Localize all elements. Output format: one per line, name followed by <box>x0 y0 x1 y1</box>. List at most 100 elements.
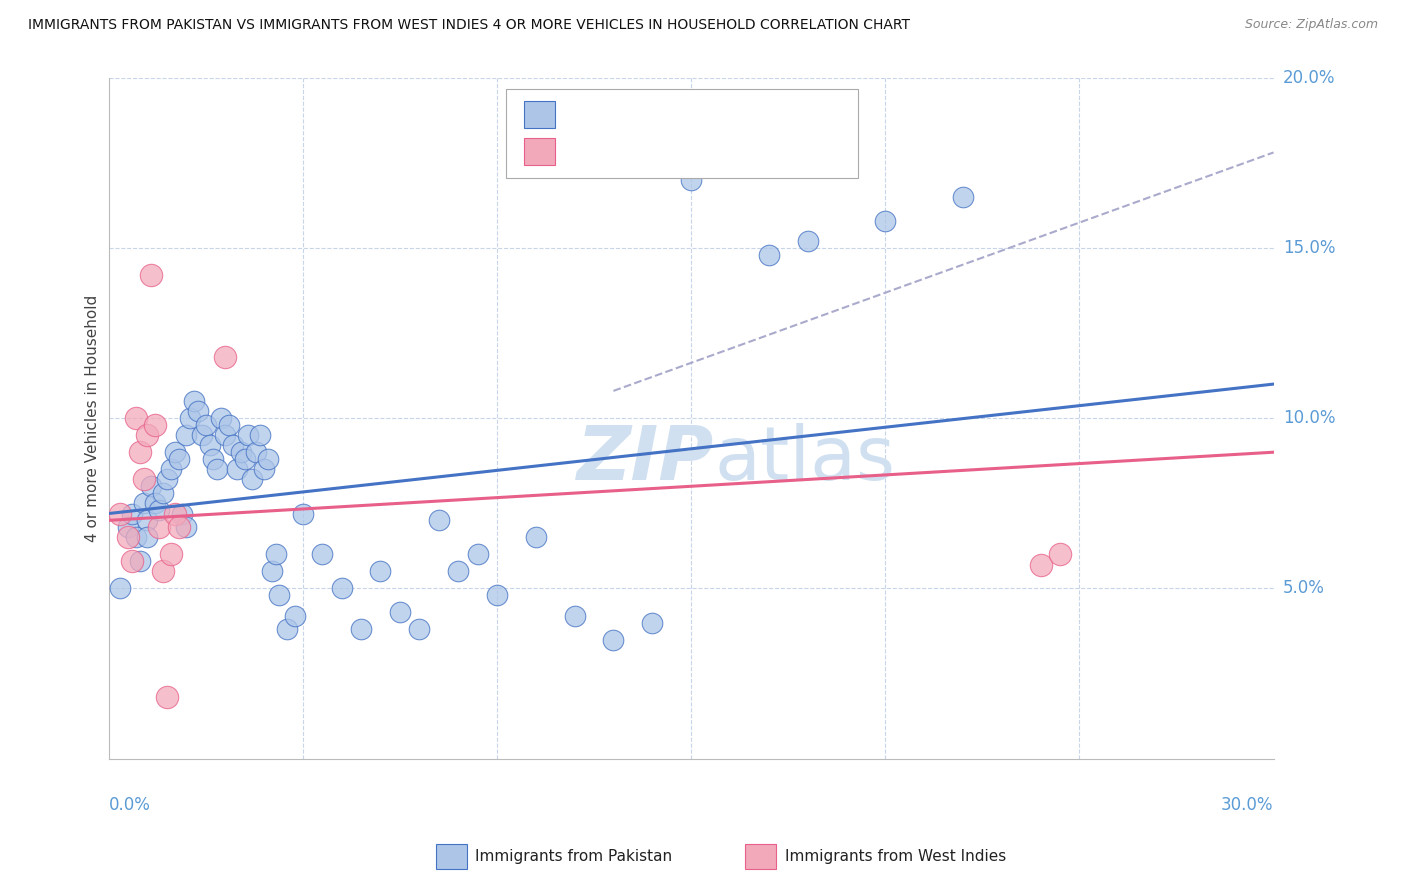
Point <box>240 473 263 487</box>
Point <box>125 530 148 544</box>
Text: 66: 66 <box>724 104 749 122</box>
Point <box>264 548 287 562</box>
Point <box>311 548 333 562</box>
Point <box>198 438 221 452</box>
Point <box>159 548 181 562</box>
Point <box>218 417 240 432</box>
Point <box>718 145 741 160</box>
Text: ZIP: ZIP <box>576 423 714 496</box>
Point <box>167 520 190 534</box>
Point <box>681 172 703 186</box>
Text: Immigrants from West Indies: Immigrants from West Indies <box>785 849 1005 863</box>
Text: Immigrants from Pakistan: Immigrants from Pakistan <box>475 849 672 863</box>
Point <box>370 565 392 579</box>
Point <box>427 513 450 527</box>
Point <box>291 507 314 521</box>
Point <box>796 234 818 248</box>
Point <box>214 350 236 364</box>
Text: atlas: atlas <box>714 423 896 496</box>
Point <box>141 479 163 493</box>
Point <box>148 503 170 517</box>
Point <box>110 507 132 521</box>
Text: IMMIGRANTS FROM PAKISTAN VS IMMIGRANTS FROM WEST INDIES 4 OR MORE VEHICLES IN HO: IMMIGRANTS FROM PAKISTAN VS IMMIGRANTS F… <box>28 18 910 32</box>
Point <box>128 445 150 459</box>
Point <box>214 428 236 442</box>
Point <box>233 452 256 467</box>
Point <box>249 428 271 442</box>
Y-axis label: 4 or more Vehicles in Household: 4 or more Vehicles in Household <box>86 294 100 541</box>
Point <box>128 554 150 568</box>
Point <box>136 513 159 527</box>
Point <box>253 462 276 476</box>
Point <box>174 428 197 442</box>
Point <box>183 394 205 409</box>
Point <box>159 462 181 476</box>
Point <box>163 445 186 459</box>
Text: R =: R = <box>567 142 603 160</box>
Point <box>408 623 430 637</box>
Point <box>132 473 155 487</box>
Point <box>191 428 214 442</box>
Text: 0.310: 0.310 <box>614 104 671 122</box>
Point <box>602 632 624 647</box>
Text: 15.0%: 15.0% <box>1282 239 1336 257</box>
Text: 0.0%: 0.0% <box>108 797 150 814</box>
Text: 20.0%: 20.0% <box>1282 69 1336 87</box>
Point <box>202 452 225 467</box>
Point <box>121 507 143 521</box>
Point <box>225 462 247 476</box>
Point <box>141 268 163 282</box>
Point <box>388 605 411 619</box>
Point <box>758 247 780 261</box>
Point <box>172 507 194 521</box>
Text: 5.0%: 5.0% <box>1282 580 1324 598</box>
Point <box>284 608 307 623</box>
Point <box>163 507 186 521</box>
Text: N =: N = <box>679 142 716 160</box>
Point <box>564 608 586 623</box>
Point <box>447 565 470 579</box>
Point <box>132 496 155 510</box>
Point <box>467 548 489 562</box>
Point <box>238 428 260 442</box>
Text: 30.0%: 30.0% <box>1220 797 1274 814</box>
Point <box>152 565 174 579</box>
Point <box>875 213 897 227</box>
Point <box>143 417 166 432</box>
Point <box>125 411 148 425</box>
Point <box>209 411 232 425</box>
Point <box>207 462 229 476</box>
Point <box>174 520 197 534</box>
Point <box>121 554 143 568</box>
Text: 18: 18 <box>724 142 749 160</box>
Point <box>222 438 245 452</box>
Point <box>229 445 252 459</box>
Point <box>952 190 974 204</box>
Point <box>136 428 159 442</box>
Text: Source: ZipAtlas.com: Source: ZipAtlas.com <box>1244 18 1378 31</box>
Point <box>148 520 170 534</box>
Point <box>524 530 547 544</box>
Point <box>117 530 139 544</box>
Point <box>152 486 174 500</box>
Point <box>260 565 283 579</box>
Text: N =: N = <box>679 104 716 122</box>
Point <box>350 623 373 637</box>
Point <box>256 452 278 467</box>
Point <box>143 496 166 510</box>
Point <box>276 623 298 637</box>
Point <box>269 588 291 602</box>
Point <box>179 411 201 425</box>
Point <box>136 530 159 544</box>
Point <box>187 404 209 418</box>
Point <box>156 690 179 705</box>
Text: 10.0%: 10.0% <box>1282 409 1336 427</box>
Point <box>110 582 132 596</box>
Point <box>1049 548 1071 562</box>
Point <box>330 582 353 596</box>
Point <box>117 520 139 534</box>
Point <box>245 445 267 459</box>
Point <box>156 473 179 487</box>
Text: R =: R = <box>567 104 603 122</box>
Point <box>641 615 664 630</box>
